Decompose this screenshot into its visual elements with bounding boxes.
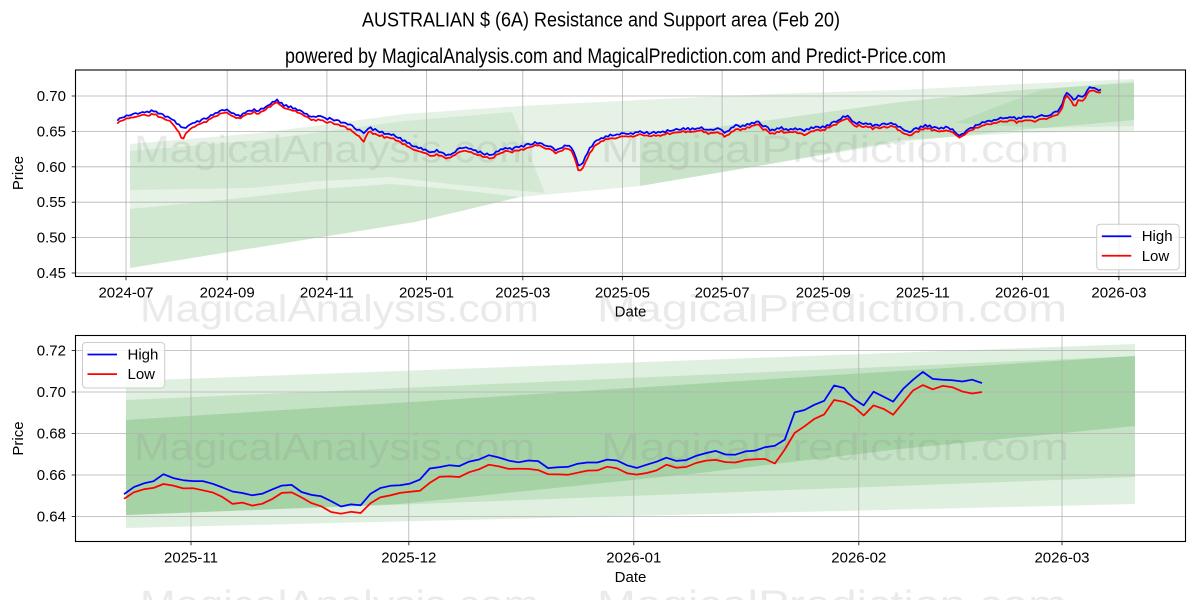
svg-text:2024-07: 2024-07 [98, 285, 153, 302]
svg-text:0.50: 0.50 [37, 230, 66, 247]
svg-text:0.60: 0.60 [37, 159, 66, 176]
svg-text:2026-03: 2026-03 [1034, 550, 1089, 567]
svg-text:2026-03: 2026-03 [1091, 285, 1146, 302]
svg-text:MagicalPrediction.com: MagicalPrediction.com [597, 289, 1067, 331]
svg-text:Date: Date [615, 569, 647, 586]
svg-text:2026-01: 2026-01 [606, 550, 661, 567]
svg-text:0.70: 0.70 [37, 384, 66, 401]
svg-text:Date: Date [615, 304, 647, 321]
svg-text:2025-07: 2025-07 [695, 285, 750, 302]
svg-text:AUSTRALIAN $ (6A) Resistance a: AUSTRALIAN $ (6A) Resistance and Support… [362, 10, 840, 32]
svg-text:High: High [1142, 228, 1173, 245]
svg-text:MagicalPrediction.com: MagicalPrediction.com [601, 129, 1069, 171]
svg-text:2024-09: 2024-09 [200, 285, 255, 302]
svg-text:2026-02: 2026-02 [831, 550, 886, 567]
svg-text:2025-11: 2025-11 [896, 285, 950, 302]
svg-text:0.55: 0.55 [37, 194, 66, 211]
svg-text:2025-03: 2025-03 [495, 285, 550, 302]
svg-text:0.70: 0.70 [37, 88, 66, 105]
svg-text:2025-11: 2025-11 [164, 550, 218, 567]
svg-text:High: High [128, 347, 159, 364]
svg-text:MagicalPrediction.com: MagicalPrediction.com [597, 584, 1067, 600]
svg-text:MagicalAnalysis.com: MagicalAnalysis.com [140, 289, 539, 331]
svg-text:MagicalPrediction.com: MagicalPrediction.com [601, 427, 1069, 469]
svg-text:2025-09: 2025-09 [796, 285, 851, 302]
svg-text:2024-11: 2024-11 [300, 285, 354, 302]
svg-text:powered by MagicalAnalysis.com: powered by MagicalAnalysis.com and Magic… [285, 45, 946, 68]
svg-text:0.72: 0.72 [37, 343, 66, 360]
svg-text:0.64: 0.64 [37, 509, 66, 526]
svg-text:0.65: 0.65 [37, 123, 66, 140]
svg-text:0.68: 0.68 [37, 426, 66, 443]
svg-text:Low: Low [128, 366, 156, 383]
svg-text:0.66: 0.66 [37, 467, 66, 484]
svg-text:2025-05: 2025-05 [595, 285, 650, 302]
svg-text:MagicalAnalysis.com: MagicalAnalysis.com [134, 129, 535, 171]
svg-text:Low: Low [1142, 248, 1170, 265]
svg-text:Price: Price [10, 421, 27, 455]
svg-text:0.45: 0.45 [37, 265, 66, 282]
svg-text:2026-01: 2026-01 [995, 285, 1050, 302]
svg-text:MagicalAnalysis.com: MagicalAnalysis.com [140, 584, 539, 600]
svg-text:2025-12: 2025-12 [381, 550, 436, 567]
svg-text:2025-01: 2025-01 [399, 285, 454, 302]
svg-text:Price: Price [10, 156, 27, 190]
